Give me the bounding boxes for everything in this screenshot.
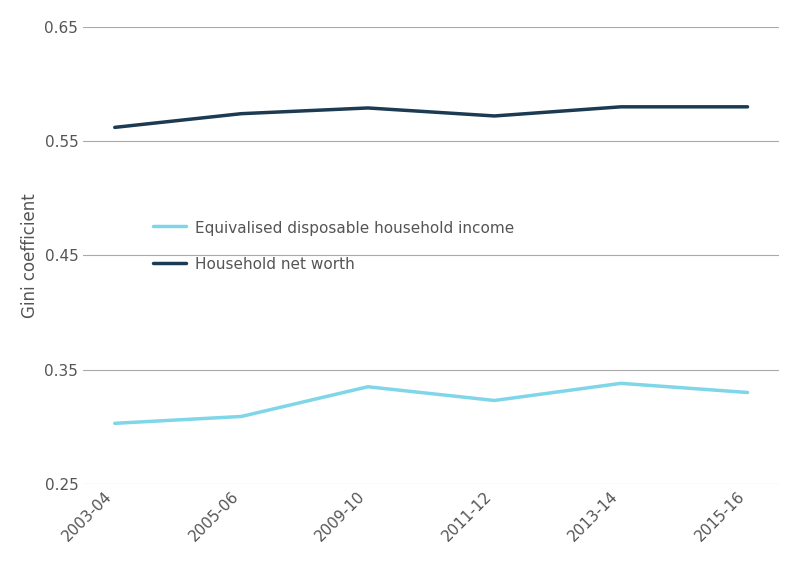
- Equivalised disposable household income: [237, 413, 246, 420]
- Equivalised disposable household income: [363, 384, 373, 390]
- Equivalised disposable household income: [110, 420, 119, 427]
- Y-axis label: Gini coefficient: Gini coefficient: [21, 193, 39, 318]
- Household net worth: [742, 103, 752, 110]
- Equivalised disposable household income: [490, 397, 499, 404]
- Line: Equivalised disposable household income: Equivalised disposable household income: [114, 383, 747, 423]
- Legend: Equivalised disposable household income, Household net worth: Equivalised disposable household income,…: [146, 214, 521, 278]
- Household net worth: [490, 112, 499, 119]
- Line: Household net worth: Household net worth: [114, 107, 747, 127]
- Household net worth: [616, 103, 626, 110]
- Household net worth: [110, 124, 119, 131]
- Equivalised disposable household income: [616, 380, 626, 386]
- Household net worth: [363, 105, 373, 111]
- Household net worth: [237, 110, 246, 117]
- Equivalised disposable household income: [742, 389, 752, 396]
